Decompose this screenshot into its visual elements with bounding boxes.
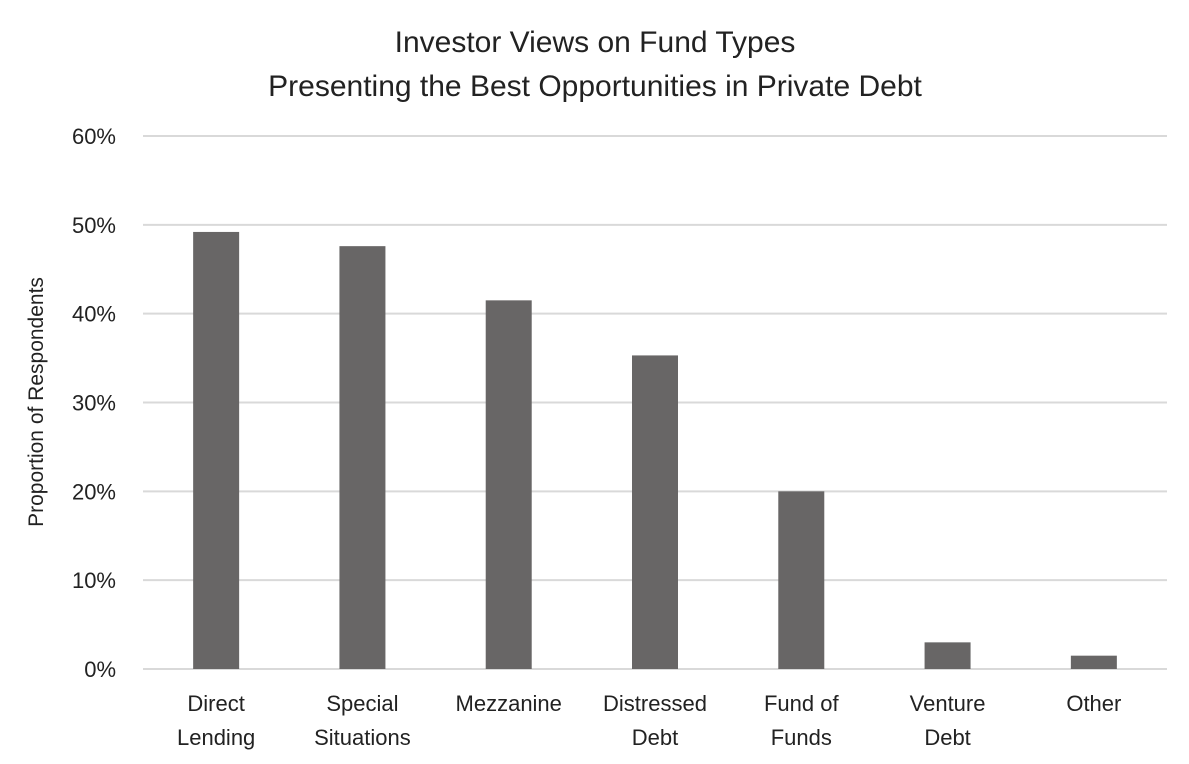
chart-title: Investor Views on Fund Types Presenting t… [268,26,922,103]
bar [339,246,386,670]
bar [632,355,678,669]
chart-title-line: Investor Views on Fund Types [395,26,796,59]
x-category-label: Other [1066,691,1121,716]
x-category-label: Venture Debt [910,691,986,750]
x-category-label-line: Special [326,691,398,716]
y-tick-label: 60% [72,124,116,149]
x-category-label-line: Fund of [764,691,839,716]
x-category-label: Mezzanine [456,691,562,716]
bar [924,642,971,669]
x-category-label-line: Mezzanine [456,691,562,716]
y-axis-ticks: 0% 10% 20% 30% 40% 50% 60% [72,124,116,682]
bar [1070,655,1117,669]
x-category-label-line: Other [1066,691,1121,716]
y-tick-label: 50% [72,213,116,238]
x-category-label-line: Distressed [603,691,707,716]
y-tick-label: 30% [72,391,116,416]
y-axis-title: Proportion of Respondents [25,277,48,527]
bar [485,300,532,669]
bar [193,231,240,669]
x-category-label-line: Debt [924,725,970,750]
x-category-label: Direct Lending [177,691,255,750]
x-category-label: Distressed Debt [603,691,707,750]
x-category-label-line: Funds [771,725,832,750]
x-category-label-line: Situations [314,725,411,750]
x-category-label: Fund of Funds [764,691,839,750]
chart-title-line: Presenting the Best Opportunities in Pri… [268,70,922,103]
y-tick-label: 40% [72,302,116,327]
x-category-label: Special Situations [314,691,411,750]
x-category-label-line: Venture [910,691,986,716]
y-tick-label: 10% [72,568,116,593]
x-category-label-line: Debt [632,725,678,750]
x-category-label-line: Direct [187,691,244,716]
bars [193,231,1117,670]
y-tick-label: 0% [84,657,116,682]
bar [778,491,825,669]
x-category-label-line: Lending [177,725,255,750]
x-axis-labels: Direct Lending Special Situations Mezzanine D… [177,691,1121,750]
y-tick-label: 20% [72,479,116,504]
